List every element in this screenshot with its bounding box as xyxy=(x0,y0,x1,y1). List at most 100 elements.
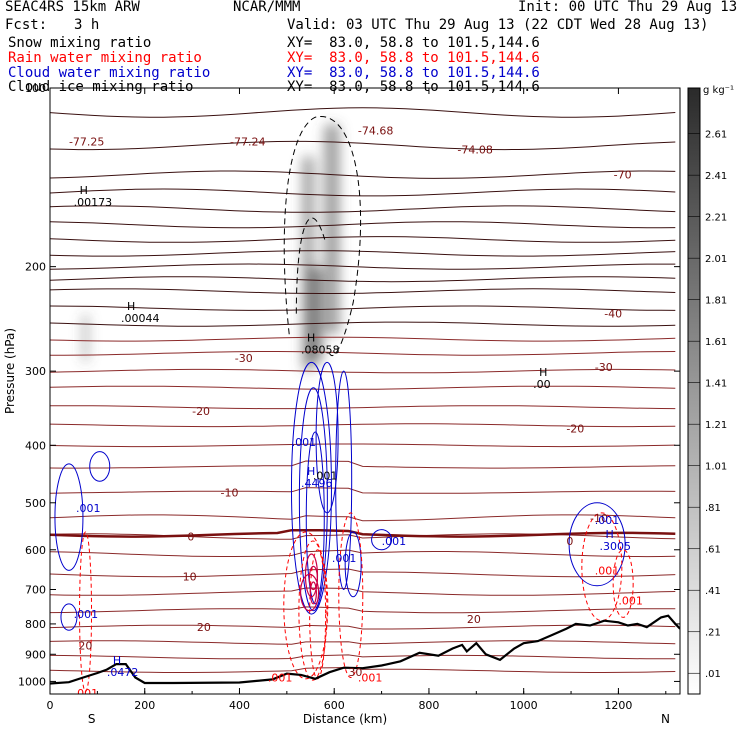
isotherm-line xyxy=(50,514,676,522)
isotherm-line xyxy=(50,170,676,179)
rain-core-contour xyxy=(309,581,317,605)
rain-water-contour xyxy=(612,549,634,618)
isotherm-line xyxy=(50,385,676,390)
isotherm-line xyxy=(50,423,676,428)
cloud-water-contours xyxy=(54,361,626,631)
field-xy-rain: XY= 83.0, 58.8 to 101.5,144.6 xyxy=(287,50,540,66)
rain-core-contours xyxy=(299,553,320,612)
plot-frame xyxy=(49,87,681,695)
x-axis-title: Distance (km) xyxy=(303,712,387,726)
forecast-hours: 3 h xyxy=(74,17,100,33)
rain-water-contour xyxy=(79,531,93,693)
rain-water-contours xyxy=(79,512,634,693)
cloud-water-contour xyxy=(568,502,626,587)
snow-plume xyxy=(308,266,323,363)
isotherm-line xyxy=(50,654,676,660)
colorbar-label: .81 xyxy=(705,503,721,514)
forecast-label: Fcst: xyxy=(5,17,48,33)
isotherm-lines xyxy=(50,107,676,673)
y-tick-label: 600 xyxy=(25,544,46,557)
extremum-value: .0472 xyxy=(107,666,139,679)
isotherm-line xyxy=(50,624,676,630)
isotherm-line xyxy=(50,549,676,558)
isotherm-line xyxy=(50,443,676,448)
colorbar-label: 1.01 xyxy=(705,462,727,473)
extremum-mark: H xyxy=(605,528,613,541)
extremum-value: .00 xyxy=(533,378,551,391)
rain-water-contour xyxy=(581,512,623,622)
isotherm-line xyxy=(50,305,676,311)
contour-value-label: .001 xyxy=(595,564,620,577)
cloud-water-contour xyxy=(305,431,325,605)
cloud-water-contour xyxy=(371,529,393,551)
x-tick-label: 400 xyxy=(229,699,250,712)
isotherm-line xyxy=(50,587,676,596)
extremum-marker: H.0472 xyxy=(107,654,139,679)
isotherm-line xyxy=(50,533,676,540)
contour-value-label: .001 xyxy=(358,672,383,685)
x-tick-label: 200 xyxy=(134,699,155,712)
x-end-label-north: N xyxy=(661,712,670,726)
isotherm-line xyxy=(50,263,676,270)
colorbar-label: .21 xyxy=(705,628,721,639)
isotherm-labels: -77.25 -77.24 -74.68 -74.08 -70 -40 -30 -30 -20 -… xyxy=(69,125,632,680)
contour-value-label: .001 xyxy=(292,436,317,449)
contour-value-label: .001 xyxy=(74,687,99,700)
contour-value-label: .001 xyxy=(618,594,643,607)
y-tick-label: 300 xyxy=(25,365,46,378)
isotherm-line xyxy=(50,250,676,257)
isotherm-line xyxy=(50,405,676,410)
field-xy-snow: XY= 83.0, 58.8 to 101.5,144.6 xyxy=(287,35,540,51)
isotherm-line xyxy=(50,666,676,673)
isotherm-line xyxy=(50,336,676,342)
colorbar-label: 2.21 xyxy=(705,213,727,224)
cloud-ice-contours xyxy=(283,116,362,356)
rain-core-contour xyxy=(308,565,318,591)
organization: NCAR/MMM xyxy=(233,0,301,15)
colorbar xyxy=(687,87,701,695)
colorbar-label: 1.81 xyxy=(705,296,727,307)
isotherm-line xyxy=(50,188,676,197)
isotherm-label: 10 xyxy=(183,570,197,583)
extremum-marker: H.00173 xyxy=(74,184,113,209)
valid-time: Valid: 03 UTC Thu 29 Aug 13 (22 CDT Wed … xyxy=(287,17,709,33)
extremum-marker: H.08058 xyxy=(301,331,340,356)
extremum-value: .00044 xyxy=(121,312,160,325)
extremum-mark: H xyxy=(307,331,315,344)
extremum-mark: H xyxy=(307,465,315,478)
isotherm-label: -40 xyxy=(604,308,622,321)
contour-value-label: .001 xyxy=(595,514,620,527)
isotherm-label: -77.24 xyxy=(230,135,265,148)
contour-value-label: .001 xyxy=(382,535,407,548)
isotherm-label: -10 xyxy=(590,512,608,525)
isotherm-line xyxy=(50,276,676,283)
contour-value-label: .001 xyxy=(76,502,101,515)
isotherm-line xyxy=(50,321,676,327)
extremum-mark: H xyxy=(127,300,135,313)
extremum-marker: H.4496 xyxy=(301,465,333,490)
isotherm-label: -30 xyxy=(235,352,253,365)
colorbar-label: 1.21 xyxy=(705,420,727,431)
y-tick-label: 100 xyxy=(25,82,46,95)
isotherm-line xyxy=(50,368,676,374)
colorbar-label: .61 xyxy=(705,545,721,556)
cloud-water-contour xyxy=(344,531,362,598)
isotherm-label: -30 xyxy=(595,361,613,374)
isotherm-line xyxy=(50,460,676,469)
freezing-level-line xyxy=(50,528,676,538)
contour-value-label: .001 xyxy=(313,470,338,483)
isotherm-label: -70 xyxy=(614,169,632,182)
extremum-mark: H xyxy=(113,654,121,667)
cloud-water-contour xyxy=(315,361,339,514)
isotherm-label: 20 xyxy=(467,613,481,626)
snow-shading xyxy=(82,124,340,372)
extremum-marker: H.00044 xyxy=(121,300,160,325)
cloud-water-contour xyxy=(54,463,84,571)
rain-core-contour xyxy=(299,573,320,612)
isotherm-line xyxy=(50,221,676,229)
rain-water-contour xyxy=(298,540,328,681)
x-tick-label: 1200 xyxy=(604,699,632,712)
x-tick-label: 800 xyxy=(418,699,439,712)
cloud-ice-contour xyxy=(283,116,362,356)
